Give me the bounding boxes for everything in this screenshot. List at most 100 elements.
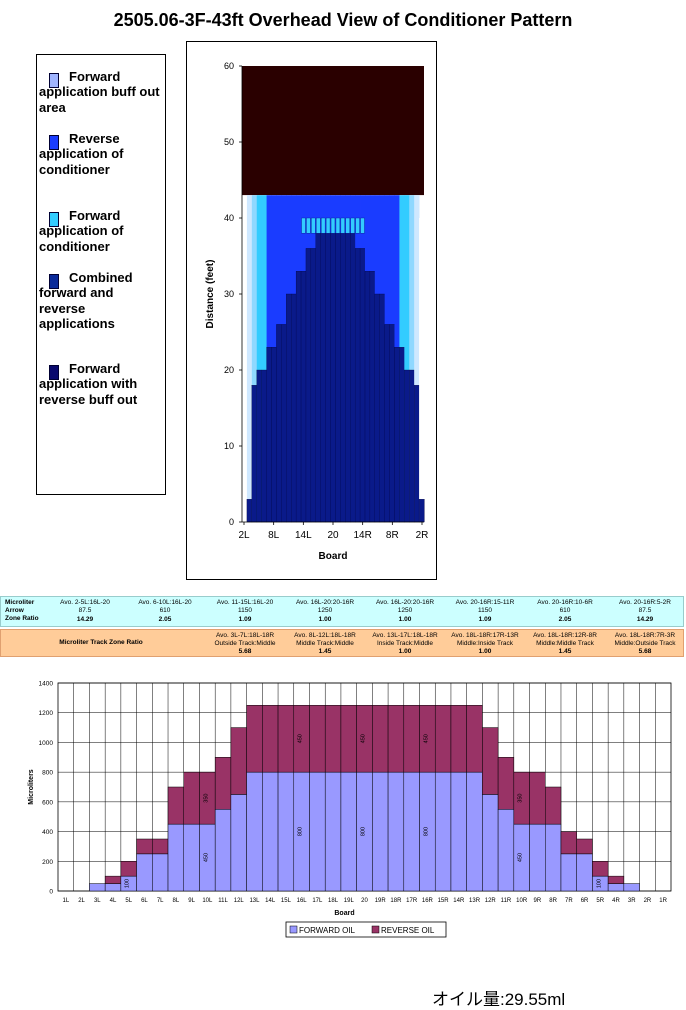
heatmap-board-column (246, 195, 253, 522)
heatmap-x-axis-label: Board (319, 551, 348, 562)
blue-swatch (49, 135, 59, 150)
heatmap-core-bar (359, 248, 366, 523)
bar-segment-label: 100 (596, 879, 602, 888)
bar-forward-oil (545, 823, 562, 892)
heatmap-board-column (419, 218, 425, 522)
bar-reverse-oil (560, 831, 577, 855)
bar-x-tick-label: 7L (157, 898, 164, 904)
heatmap-core-bar (374, 293, 381, 523)
heatmap-board-column (404, 195, 410, 522)
microliters-bar-chart: 0 200 400 600 800 1000 1200 1400 1L 2L 3L 4L 5L 6L 7L 8… (28, 681, 672, 938)
table-zone-cell: Avo. 18L-18R:12R-8R (533, 632, 597, 639)
bar-x-tick-label: 5L (125, 898, 132, 904)
legend-line: Reverse (69, 131, 120, 146)
heatmap-core-bar (281, 324, 287, 523)
bar-x-tick-label: 10R (516, 898, 528, 904)
bar-x-tick-label: 17R (406, 898, 418, 904)
table-ratio-cell: 1.09 (478, 616, 492, 623)
heatmap-core-bar (315, 233, 322, 523)
bar-reverse-oil (167, 786, 184, 825)
bar-segment-label: 800 (423, 827, 429, 836)
bar-segment-label: 350 (518, 794, 524, 803)
bar-x-tick-label: 1L (63, 898, 70, 904)
heatmap-core-bar (246, 499, 253, 523)
table-row-label: Arrow (5, 607, 24, 614)
heatmap-core-bar (300, 271, 307, 523)
bar-reverse-oil (434, 705, 452, 773)
bar-legend-box (285, 921, 447, 938)
bar-reverse-oil (497, 757, 515, 810)
bar-reverse-oil (403, 705, 420, 773)
heatmap-core-bar (276, 324, 282, 523)
bar-y-tick-label: 1000 (39, 740, 54, 747)
bar-x-tick-label: 14L (265, 898, 276, 904)
legend-line: Forward (69, 361, 121, 376)
bar-x-tick-label: 3R (628, 898, 636, 904)
bar-reverse-oil (529, 771, 546, 825)
heatmap-core-bar (409, 369, 415, 523)
heatmap-y-tick-label: 20 (224, 365, 234, 375)
table-ratio-cell: 1.00 (478, 648, 492, 655)
bar-x-tick-label: 6R (581, 898, 589, 904)
heatmap-core-bar (261, 369, 268, 523)
legend-line: Combined (69, 270, 133, 285)
bar-x-tick-label: 4L (110, 898, 117, 904)
bar-y-tick-label: 1400 (39, 681, 54, 688)
heatmap-y-tick-label: 50 (224, 137, 234, 147)
bar-forward-oil (262, 771, 279, 892)
table-zone-cell: Avo. 6-10L:16L-20 (138, 599, 192, 606)
bar-x-tick-label: 11R (501, 898, 512, 904)
bar-x-tick-label: 12L (234, 898, 245, 904)
table-row-label: Zone Ratio (5, 615, 39, 622)
heatmap-x-tick-label: 8R (386, 530, 399, 541)
bar-y-tick-label: 0 (49, 889, 53, 896)
heatmap-core-bar (286, 293, 292, 523)
legend-line: application of (39, 223, 124, 239)
bar-reverse-oil (466, 705, 483, 773)
heatmap-forward-band (316, 217, 321, 234)
bar-segment-label: 450 (203, 853, 209, 862)
bar-x-tick-label: 19L (344, 898, 355, 904)
table-zone-cell: Avo. 20-16R:5-2R (619, 599, 671, 606)
bar-y-tick-label: 1200 (39, 710, 54, 717)
track-ratio-table: Microliter Track Zone Ratio Avo. 3L-7L:18… (0, 629, 684, 657)
table-zone-cell: Avo. 8L-12L:18L-18R (294, 632, 356, 639)
bar-x-tick-label: 10L (202, 898, 213, 904)
table-ratio-cell: 5.68 (238, 648, 252, 655)
table-desc-cell: Inside Track:Middle (377, 640, 433, 647)
bar-y-tick-label: 200 (42, 859, 53, 866)
heatmap-core-bar (364, 271, 371, 523)
heatmap-forward-band (355, 217, 360, 234)
bar-x-tick-label: 5R (596, 898, 604, 904)
bar-x-tick-label: 12R (485, 898, 497, 904)
bar-reverse-oil (607, 875, 625, 884)
bar-x-tick-label: 6L (141, 898, 148, 904)
bar-forward-oil (89, 883, 106, 892)
light-blue-gradient-swatch (49, 73, 59, 88)
bar-x-tick-label: 2R (644, 898, 652, 904)
heatmap-core-bar (379, 293, 386, 523)
heatmap-core-bar (384, 324, 391, 523)
heatmap-board-column (242, 218, 248, 522)
dry-lane-area (242, 66, 424, 196)
bar-reverse-oil (592, 861, 609, 877)
bar-x-tick-label: 14R (453, 898, 465, 904)
heatmap-x-tick-label: 2L (238, 530, 250, 541)
legend-line: forward and (39, 285, 114, 301)
legend-line: reverse (39, 300, 86, 316)
bar-forward-oil (167, 823, 184, 892)
bar-forward-oil (450, 771, 467, 892)
bar-x-tick-label: 9L (188, 898, 195, 904)
heatmap-core-bar (330, 233, 337, 523)
heatmap-core-bar (404, 369, 410, 523)
bar-segment-label: 450 (518, 853, 524, 862)
heatmap-board-column (251, 195, 258, 522)
heatmap-core-bar (369, 271, 376, 523)
bar-reverse-oil (136, 838, 153, 855)
bar-forward-oil (560, 853, 577, 892)
bar-x-tick-label: 7R (565, 898, 573, 904)
bar-segment-label: 350 (203, 794, 209, 803)
legend-line: Forward (69, 69, 121, 84)
heatmap-core-bar (320, 233, 327, 523)
table-zone-cell: Avo. 2-5L:16L-20 (60, 599, 110, 606)
